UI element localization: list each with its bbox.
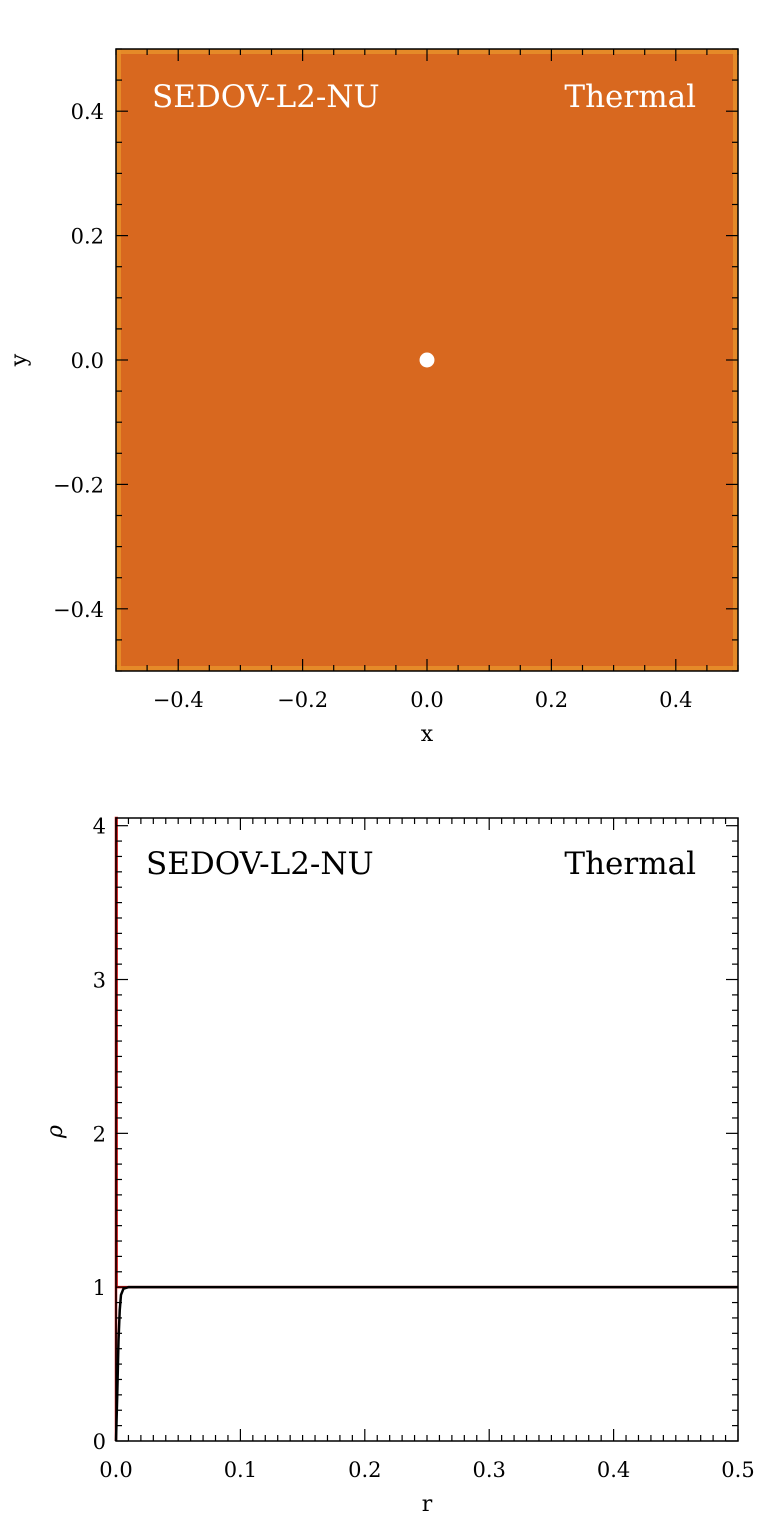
map-y-tick-label: −0.4	[53, 598, 104, 622]
map-ticks: −0.4 −0.2 0.0 0.2 0.4 −0.4 −0.2 0.0 0.2 0.4	[53, 48, 739, 712]
profile-x-tick-label: 0.4	[597, 1458, 630, 1482]
profile-x-tick-label: 0.5	[721, 1458, 754, 1482]
profile-y-tick-label: 0	[93, 1430, 106, 1454]
map-y-tick-label: −0.2	[53, 473, 104, 497]
profile-x-axis-label: r	[422, 1492, 433, 1517]
profile-y-tick-label: 3	[93, 969, 106, 993]
map-x-tick-label: −0.4	[153, 688, 204, 712]
profile-background	[116, 818, 738, 1441]
profile-type-label: Thermal	[564, 846, 696, 882]
map-y-tick-label: 0.0	[71, 349, 104, 373]
profile-run-label: SEDOV-L2-NU	[146, 846, 374, 882]
map-y-axis-label: y	[7, 353, 32, 367]
map-x-tick-label: 0.2	[535, 688, 568, 712]
profile-panel: 0.0 0.1 0.2 0.3 0.4 0.5 0 1 2 3 4 SEDOV-L2-NU Ther…	[43, 815, 755, 1517]
map-run-label: SEDOV-L2-NU	[152, 79, 380, 115]
map-type-label: Thermal	[564, 79, 696, 115]
map-x-tick-label: −0.2	[277, 688, 328, 712]
profile-ticks: 0.0 0.1 0.2 0.3 0.4 0.5 0 1 2 3 4	[93, 815, 755, 1482]
map-frame	[115, 48, 739, 672]
black-profile-line	[114, 1285, 738, 1442]
profile-x-tick-label: 0.3	[472, 1458, 505, 1482]
map-y-tick-label: 0.4	[71, 100, 104, 124]
map-x-tick-label: 0.0	[410, 688, 443, 712]
profile-x-tick-label: 0.1	[224, 1458, 257, 1482]
profile-y-tick-label: 2	[93, 1122, 106, 1146]
profile-x-tick-label: 0.0	[99, 1458, 132, 1482]
profile-y-axis-label: ρ	[43, 1125, 68, 1139]
map-panel: −0.4 −0.2 0.0 0.2 0.4 −0.4 −0.2 0.0 0.2 0.4 SEDOV…	[7, 48, 739, 747]
hot-core-blob	[419, 352, 435, 368]
profile-y-tick-label: 1	[93, 1276, 106, 1300]
profile-x-tick-label: 0.2	[348, 1458, 381, 1482]
map-y-tick-label: 0.2	[71, 225, 104, 249]
map-x-tick-label: 0.4	[659, 688, 692, 712]
profile-frame	[115, 817, 739, 1442]
profile-y-tick-label: 4	[93, 815, 106, 839]
map-x-axis-label: x	[421, 722, 434, 747]
